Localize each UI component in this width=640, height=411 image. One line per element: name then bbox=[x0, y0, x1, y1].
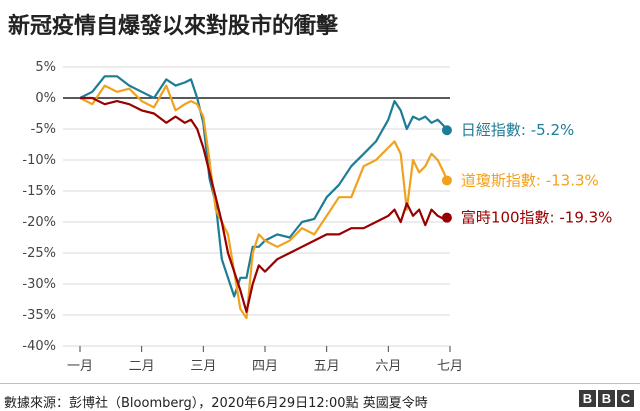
y-tick-label: -20% bbox=[22, 215, 56, 230]
x-tick-label: 二月 bbox=[129, 359, 155, 374]
y-tick-label: -15% bbox=[22, 184, 56, 199]
y-tick-label: -35% bbox=[22, 308, 56, 323]
y-tick-label: -30% bbox=[22, 277, 56, 292]
y-tick-label: -25% bbox=[22, 246, 56, 261]
series-line bbox=[79, 75, 448, 298]
y-tick-label: 0% bbox=[35, 91, 56, 106]
series-label: 道瓊斯指數: -13.3% bbox=[461, 171, 599, 189]
footer-divider bbox=[0, 383, 640, 384]
bbc-logo-letter: C bbox=[617, 390, 634, 407]
bbc-logo-letter: B bbox=[579, 390, 596, 407]
chart-title: 新冠疫情自爆發以來對股市的衝擊 bbox=[8, 14, 339, 39]
x-tick-label: 三月 bbox=[190, 359, 216, 374]
y-tick-label: -10% bbox=[22, 153, 56, 168]
y-tick-label: 5% bbox=[35, 60, 56, 75]
x-tick-label: 六月 bbox=[375, 359, 401, 374]
x-tick-label: 四月 bbox=[252, 359, 278, 374]
series-end-point bbox=[441, 125, 452, 136]
series-line bbox=[80, 96, 448, 313]
x-tick-label: 七月 bbox=[437, 359, 463, 374]
series-label: 富時100指數: -19.3% bbox=[461, 209, 613, 227]
series-end-point bbox=[441, 212, 452, 223]
y-tick-label: -40% bbox=[22, 339, 56, 354]
line-chart: 5% 0% -5% -10% -15% -20% -25% -30% -35% -40% 一月 二月 三… bbox=[22, 60, 613, 374]
series-label: 日經指數: -5.2% bbox=[461, 121, 574, 139]
bbc-logo: B B C bbox=[579, 390, 634, 407]
bbc-logo-letter: B bbox=[598, 390, 615, 407]
x-tick-label: 一月 bbox=[67, 359, 93, 374]
series-line bbox=[79, 84, 448, 320]
x-tick-label: 五月 bbox=[314, 359, 340, 374]
y-tick-label: -5% bbox=[31, 122, 56, 137]
source-note: 數據來源：彭博社（Bloomberg），2020年6月29日12:00點 英國夏… bbox=[4, 396, 428, 411]
series-end-point bbox=[441, 175, 452, 186]
